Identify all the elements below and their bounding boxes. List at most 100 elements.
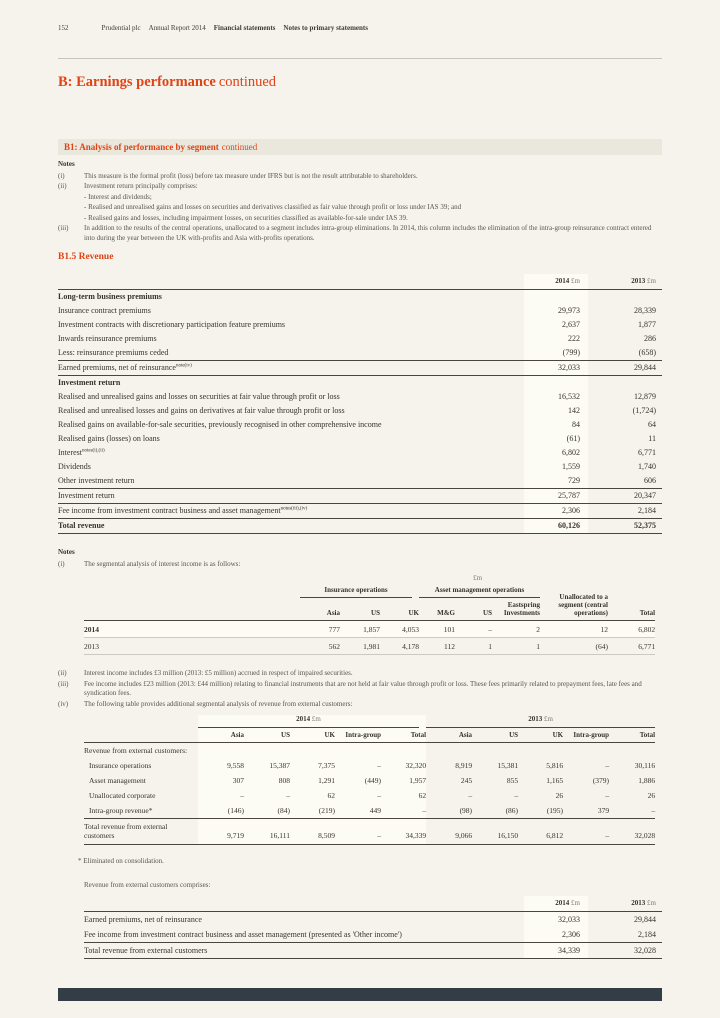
- column-total: Total: [608, 585, 656, 621]
- revenue-table: 2014 £m 2013 £m Long-term business premiu…: [58, 274, 662, 534]
- note-item: (iv) The following table provides additio…: [58, 699, 353, 708]
- cell: 5,816: [546, 760, 564, 770]
- value-2013: 11: [648, 434, 656, 443]
- value-2014: 32,033: [558, 914, 580, 924]
- row-label: Interestnotes(i),(ii): [58, 448, 105, 457]
- cell: –: [651, 805, 656, 815]
- table-row: Fee income from investment contract busi…: [84, 927, 662, 943]
- value-2014: 16,532: [558, 392, 580, 401]
- column-mandg: M&G: [419, 598, 455, 621]
- row-label: Unallocated corporate: [89, 790, 156, 800]
- value-2013: 28,339: [634, 306, 656, 315]
- column-eastspring: Eastspring Investments: [492, 598, 540, 621]
- table-row: Fee income from investment contract busi…: [58, 503, 662, 519]
- page-number: 152: [58, 24, 69, 32]
- row-label: Intra-group revenue*: [89, 805, 153, 815]
- notes-heading: Notes: [58, 160, 75, 168]
- value-2014: 32,033: [524, 360, 588, 376]
- column-uk: UK: [518, 727, 564, 743]
- table-row: Other investment return 729 606: [58, 474, 662, 489]
- cell: 777: [328, 624, 340, 634]
- cell: (195): [546, 805, 564, 815]
- value-2014: 1,559: [562, 462, 580, 471]
- cell: (219): [318, 805, 335, 815]
- row-label: Inwards reinsurance premiums: [58, 334, 157, 343]
- column-us: US: [472, 727, 519, 743]
- column-intragroup: Intra-group: [335, 727, 381, 743]
- revenue-heading: B1.5 Revenue: [58, 252, 114, 262]
- value-2014: 222: [568, 334, 580, 343]
- total-row: Total revenue from external customers 34,…: [84, 942, 662, 959]
- cell: 307: [232, 775, 244, 785]
- table-header-row: Asia US UK Intra-group Total Asia US UK …: [84, 727, 656, 743]
- cell: 12: [600, 624, 609, 634]
- row-label: Realised gains on available-for-sale sec…: [58, 420, 382, 429]
- cell: 808: [278, 775, 290, 785]
- cell: 855: [506, 775, 519, 785]
- row-label: Fee income from investment contract busi…: [58, 503, 524, 519]
- cell: 9,558: [227, 760, 244, 770]
- table-row: Long-term business premiums: [58, 290, 662, 305]
- value-2013: 12,879: [634, 392, 656, 401]
- table-row: Earned premiums, net of reinsurance 32,03…: [84, 912, 662, 928]
- note-reference: notes(iii),(iv): [280, 506, 308, 512]
- cell: 1,291: [318, 775, 335, 785]
- table-row: Insurance contract premiums 29,973 28,339: [58, 304, 662, 318]
- row-label: Investment return: [58, 488, 524, 504]
- value-2013: 52,375: [588, 518, 662, 534]
- table-row: Realised and unrealised losses and gains…: [58, 404, 662, 418]
- cell: –: [240, 790, 244, 800]
- cell: (64): [540, 637, 608, 655]
- note-item: (ii) Investment return principally compri…: [58, 182, 198, 190]
- value-2013: (1,724): [632, 406, 656, 415]
- table-row: Dividends 1,559 1,740: [58, 460, 662, 474]
- column-us: US: [340, 598, 380, 621]
- note-reference: notes(i),(ii): [82, 448, 105, 454]
- value-2013: 2,184: [638, 929, 656, 939]
- row-label: Dividends: [58, 462, 91, 471]
- row-label: Total revenue: [58, 518, 524, 534]
- section-title: B: Earnings performance continued: [58, 74, 276, 91]
- cell: 62: [327, 790, 336, 800]
- row-label: Earned premiums, net of reinsurance: [84, 914, 202, 924]
- row-label: Realised and unrealised gains and losses…: [58, 392, 340, 401]
- total-row: Total revenue 60,126 52,375: [58, 518, 662, 534]
- row-label: Long-term business premiums: [58, 292, 162, 301]
- column-header-2014: 2014 £m: [524, 274, 588, 290]
- value-2014: 25,787: [524, 488, 588, 504]
- cell: 1,981: [340, 637, 380, 655]
- cell: (84): [277, 805, 291, 815]
- unit-label: £m: [473, 574, 483, 582]
- cell: (86): [505, 805, 519, 815]
- cell: (146): [227, 805, 244, 815]
- column-total: Total: [609, 727, 656, 743]
- note-subitem: - Realised gains and losses, including i…: [84, 213, 408, 222]
- column-asia: Asia: [426, 727, 473, 743]
- row-label: Other investment return: [58, 476, 135, 485]
- running-header: 152 Prudential plc Annual Report 2014 Finan…: [58, 24, 662, 32]
- table-footnote: * Eliminated on consolidation.: [78, 856, 164, 865]
- value-2013: 606: [644, 476, 656, 485]
- table-row: Inwards reinsurance premiums 222 286: [58, 332, 662, 346]
- table-row: Realised gains (losses) on loans (61) 11: [58, 432, 662, 446]
- value-2013: 286: [644, 334, 656, 343]
- table-row: Investment contracts with discretionary …: [58, 318, 662, 332]
- table-row: Asset management 307 808 1,291 (449) 1,957 245…: [84, 773, 655, 788]
- column-header-2013: 2013 £m: [588, 274, 662, 290]
- comprises-table: 2014 £m 2013 £m Earned premiums, net of r…: [84, 895, 662, 959]
- subtotal-row: Investment return 25,787 20,347: [58, 488, 662, 504]
- cell: –: [488, 624, 492, 634]
- header-section: Financial statements: [213, 24, 276, 32]
- subsection-bar-continued: continued: [221, 142, 258, 152]
- table-row: Unallocated corporate – – 62 – 62 – – 26 – 26: [84, 788, 655, 803]
- cell: 1,957: [409, 775, 427, 785]
- cell: 9,066: [426, 817, 473, 845]
- cell: 1,886: [638, 775, 656, 785]
- value-2014: 60,126: [524, 518, 588, 534]
- row-label: 2014: [84, 624, 99, 634]
- column-unallocated: Unallocated to a segment (central operat…: [540, 585, 608, 621]
- table-row-2014: 2014 777 1,857 4,053 101 – 2 12 6,802: [84, 620, 656, 638]
- column-us: US: [455, 598, 492, 621]
- notes-heading: Notes: [58, 548, 75, 556]
